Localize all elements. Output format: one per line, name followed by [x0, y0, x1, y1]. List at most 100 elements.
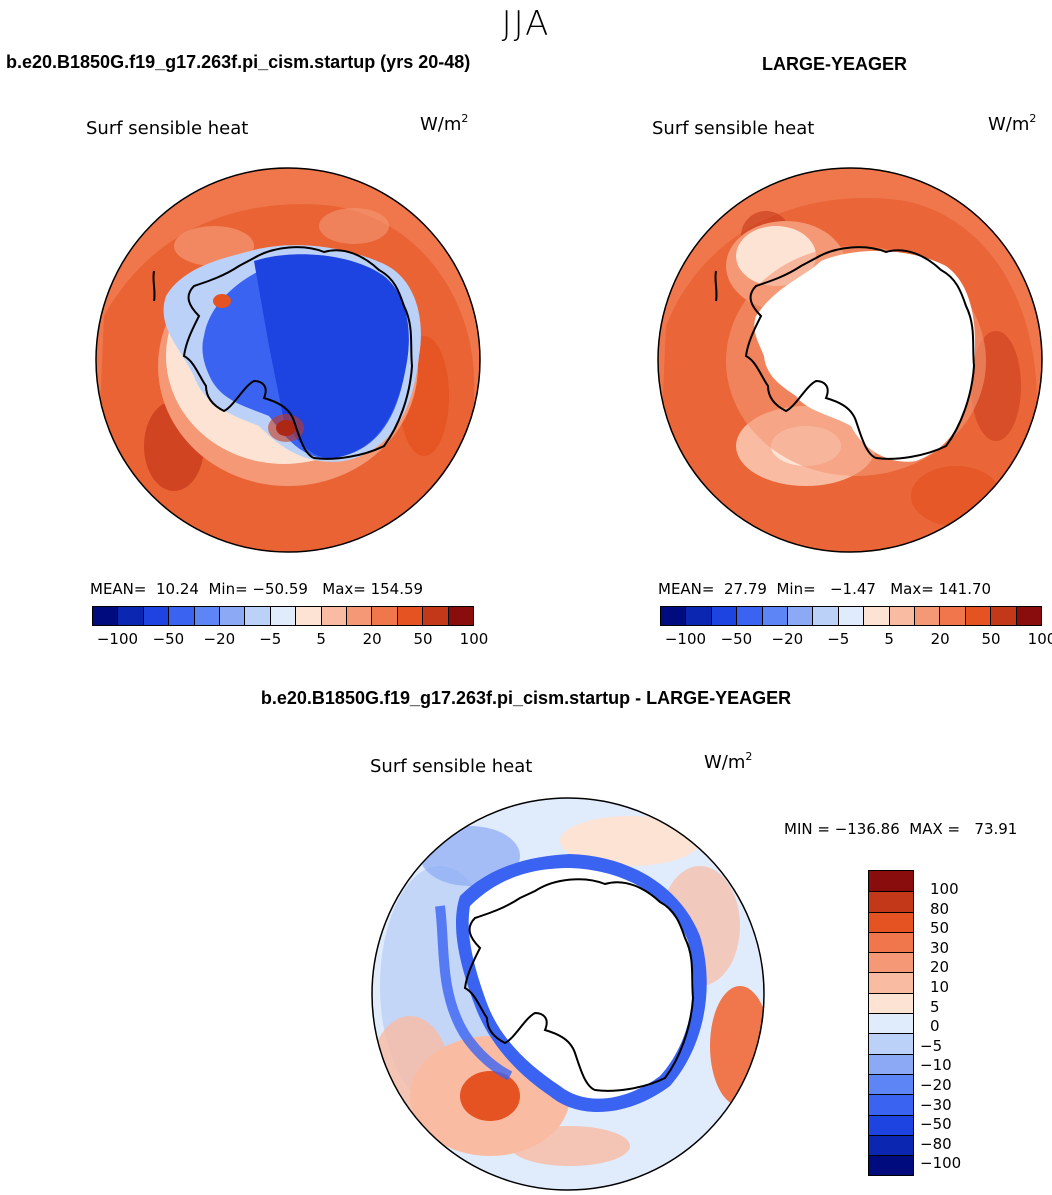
- right-panel-title: LARGE-YEAGER: [762, 54, 908, 74]
- colorbar-tick-label: 100: [930, 880, 959, 898]
- colorbar-cell: [864, 607, 890, 625]
- colorbar-cell: [737, 607, 763, 625]
- colorbar-cell: [991, 607, 1017, 625]
- colorbar-cell: [869, 992, 913, 1014]
- left-variable-label: Surf sensible heat: [86, 118, 249, 139]
- colorbar-cell: [869, 1134, 913, 1156]
- colorbar-tick-label: −100: [96, 630, 139, 648]
- colorbar-tick-label: 80: [930, 899, 950, 918]
- colorbar-tick-label: 0: [930, 1017, 940, 1036]
- diff-panel-title: b.e20.B1850G.f19_g17.263f.pi_cism.startu…: [260, 688, 792, 708]
- colorbar-tick-label: 100: [1027, 630, 1052, 648]
- colorbar-cell: [965, 607, 992, 625]
- colorbar-tick-label: 50: [413, 630, 433, 648]
- colorbar-cell: [372, 607, 398, 625]
- colorbar-tick-label: 5: [930, 997, 940, 1016]
- left-colorbar: −100 −50 −20 −5 5 20 50 100: [92, 606, 488, 648]
- colorbar-cell: [889, 607, 916, 625]
- left-colorbar-labels: −100 −50 −20 −5 5 20 50 100: [92, 626, 488, 648]
- colorbar-tick-label: −100: [920, 1154, 962, 1173]
- colorbar-tick-label: 5: [316, 630, 326, 648]
- colorbar-cell: [762, 607, 789, 625]
- colorbar-cell: [869, 972, 913, 993]
- colorbar-cell: [296, 607, 322, 625]
- colorbar-tick-label: 50: [930, 919, 950, 938]
- right-map: [657, 167, 1043, 553]
- colorbar-tick-label: −20: [771, 630, 804, 648]
- left-map: [95, 167, 481, 553]
- colorbar-tick-label: −5: [827, 630, 850, 648]
- right-colorbar-cells: [660, 606, 1042, 626]
- colorbar-tick-label: 100: [459, 630, 489, 648]
- colorbar-cell: [869, 1073, 913, 1095]
- colorbar-cell: [711, 607, 738, 625]
- colorbar-cell: [686, 607, 712, 625]
- diff-stats: MIN = −136.86 MAX = 73.91: [784, 820, 1018, 838]
- season-title: JJA: [501, 4, 551, 44]
- diff-colorbar-cells: [868, 870, 914, 1177]
- colorbar-cell: [169, 607, 195, 625]
- left-panel-title: b.e20.B1850G.f19_g17.263f.pi_cism.startu…: [6, 52, 471, 72]
- diff-colorbar-labels: 100 80 50 30 20 10 5 0 −5 −10 −20 −30 −50 −80 −100: [920, 870, 1040, 1190]
- colorbar-cell: [118, 607, 144, 625]
- colorbar-tick-label: −30: [920, 1095, 952, 1114]
- colorbar-cell: [869, 871, 913, 892]
- right-colorbar: −100 −50 −20 −5 5 20 50 100: [660, 606, 1052, 648]
- colorbar-cell: [869, 931, 913, 953]
- colorbar-tick-label: −50: [920, 1115, 952, 1134]
- colorbar-cell: [869, 1013, 913, 1034]
- colorbar-tick-label: −50: [720, 630, 753, 648]
- colorbar-cell: [869, 1033, 913, 1054]
- diff-map: [371, 797, 765, 1191]
- colorbar-cell: [813, 607, 839, 625]
- colorbar-tick-label: −100: [664, 630, 707, 648]
- colorbar-cell: [270, 607, 297, 625]
- right-colorbar-labels: −100 −50 −20 −5 5 20 50 100: [660, 626, 1052, 648]
- colorbar-cell: [869, 1094, 913, 1115]
- right-stats: MEAN= 27.79 Min= −1.47 Max= 141.70: [658, 580, 992, 598]
- diff-units: W/m2: [704, 750, 753, 773]
- colorbar-cell: [869, 891, 913, 912]
- diff-variable-label: Surf sensible heat: [370, 756, 533, 777]
- colorbar-cell: [448, 607, 474, 625]
- colorbar-tick-label: 50: [981, 630, 1001, 648]
- colorbar-cell: [321, 607, 348, 625]
- colorbar-cell: [423, 607, 449, 625]
- colorbar-cell: [194, 607, 221, 625]
- colorbar-tick-label: 20: [930, 630, 950, 648]
- colorbar-cell: [838, 607, 865, 625]
- colorbar-tick-label: −20: [203, 630, 236, 648]
- colorbar-tick-label: −50: [152, 630, 185, 648]
- colorbar-cell: [661, 607, 687, 625]
- colorbar-cell: [869, 1114, 913, 1135]
- colorbar-cell: [788, 607, 814, 625]
- colorbar-cell: [869, 911, 913, 932]
- colorbar-cell: [940, 607, 966, 625]
- colorbar-cell: [397, 607, 424, 625]
- colorbar-cell: [245, 607, 271, 625]
- colorbar-tick-label: −10: [920, 1056, 952, 1075]
- colorbar-tick-label: −20: [920, 1076, 952, 1094]
- right-units: W/m2: [988, 112, 1037, 135]
- colorbar-cell: [93, 607, 119, 625]
- colorbar-tick-label: −5: [920, 1036, 943, 1055]
- colorbar-tick-label: 30: [930, 938, 950, 957]
- colorbar-cell: [143, 607, 170, 625]
- colorbar-cell: [220, 607, 246, 625]
- left-colorbar-cells: [92, 606, 474, 626]
- colorbar-cell: [915, 607, 941, 625]
- colorbar-cell: [869, 1053, 913, 1074]
- colorbar-tick-label: 5: [884, 630, 894, 648]
- colorbar-cell: [869, 1155, 913, 1176]
- colorbar-tick-label: −5: [259, 630, 282, 648]
- colorbar-cell: [869, 952, 913, 973]
- colorbar-cell: [347, 607, 373, 625]
- colorbar-cell: [1016, 607, 1042, 625]
- colorbar-tick-label: 20: [362, 630, 382, 648]
- left-stats: MEAN= 10.24 Min= −50.59 Max= 154.59: [90, 580, 424, 598]
- colorbar-tick-label: −80: [920, 1134, 952, 1153]
- colorbar-tick-label: 20: [930, 958, 950, 977]
- diff-colorbar: [868, 870, 914, 1177]
- left-units: W/m2: [420, 112, 469, 135]
- right-variable-label: Surf sensible heat: [652, 118, 815, 139]
